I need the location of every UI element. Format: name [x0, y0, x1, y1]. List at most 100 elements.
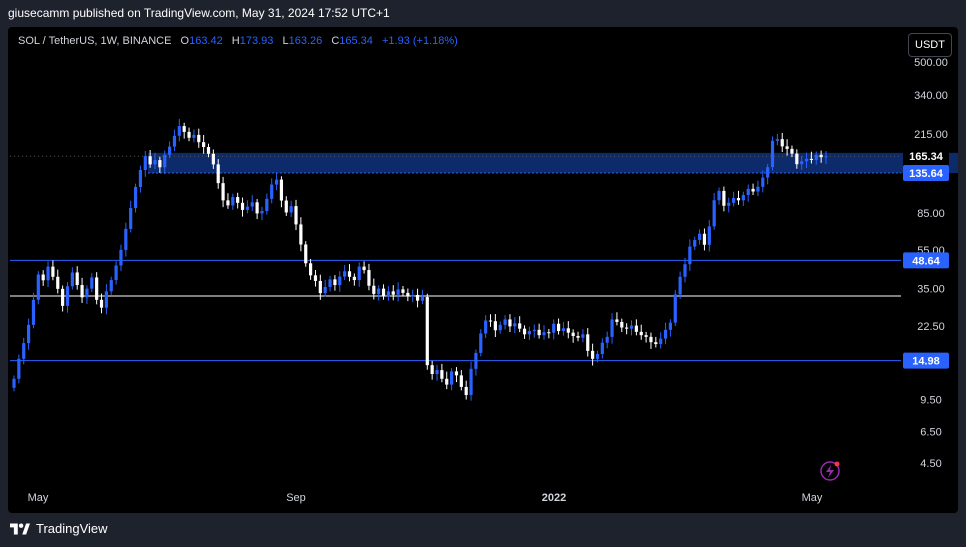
candle: [377, 285, 381, 301]
axes: 500.00 340.00 215.00 85.00 55.00 35.00 22.50 9.…: [28, 57, 948, 504]
candle-body: [274, 179, 279, 185]
candle: [668, 319, 673, 337]
candle: [639, 324, 643, 340]
candle-body: [221, 183, 225, 201]
candle-body: [756, 186, 760, 192]
candle-body: [766, 167, 770, 178]
candle-body: [600, 342, 604, 354]
candle: [328, 276, 332, 292]
currency-button[interactable]: USDT: [908, 33, 952, 57]
candle-body: [51, 266, 55, 277]
candle: [362, 261, 366, 274]
price-tag-2-label: 14.98: [912, 356, 940, 368]
high-value: 173.93: [239, 35, 274, 47]
candle-body: [75, 272, 79, 286]
candle-body: [80, 285, 84, 298]
candle: [265, 193, 269, 215]
candle-body: [95, 277, 99, 300]
candle-body: [22, 343, 26, 359]
candle: [450, 368, 454, 391]
candle: [294, 199, 298, 231]
candle-body: [785, 146, 789, 149]
lightning-icon: [820, 461, 840, 481]
candle: [469, 361, 473, 401]
lightning-icon-dot: [834, 461, 840, 467]
candle-body: [381, 288, 386, 297]
candle: [605, 331, 609, 349]
candle-body: [518, 323, 522, 329]
candle-body: [304, 244, 308, 264]
candle: [279, 176, 284, 208]
candle-body: [484, 320, 488, 334]
candle: [22, 337, 26, 365]
candle: [756, 180, 760, 197]
candle-body: [284, 200, 288, 213]
candle: [323, 279, 327, 297]
candle: [114, 261, 118, 285]
candle-body: [17, 358, 21, 379]
candle: [693, 236, 697, 251]
candle: [99, 293, 104, 314]
candle-body: [537, 329, 541, 336]
candle: [561, 322, 566, 336]
candle: [187, 127, 191, 142]
candle: [474, 349, 478, 376]
candle-body: [659, 338, 663, 345]
lightning-icon-ring: [820, 461, 840, 481]
candle-body: [804, 158, 809, 162]
candle: [153, 152, 157, 169]
candle: [17, 354, 21, 384]
candle-body: [172, 135, 177, 147]
low-value: 163.26: [288, 35, 323, 47]
candle-body: [245, 206, 249, 210]
candle-body: [615, 319, 619, 322]
x-tick-label: May: [802, 492, 823, 504]
low-label: L: [282, 35, 289, 47]
candle: [381, 284, 386, 300]
candle: [751, 183, 755, 195]
candle: [488, 314, 493, 327]
candle: [581, 329, 585, 343]
candle-body: [391, 291, 395, 295]
candle: [65, 281, 70, 313]
candle-body: [780, 139, 784, 147]
candle-body: [586, 334, 590, 351]
candle-body: [240, 202, 245, 210]
candle-body: [654, 342, 658, 345]
candle: [741, 191, 745, 206]
candle-body: [751, 188, 755, 192]
candle: [211, 149, 215, 169]
y-tick-label: 340.00: [914, 90, 948, 102]
chart-panel[interactable]: 500.00 340.00 215.00 85.00 55.00 35.00 22.50 9.…: [8, 27, 958, 513]
tradingview-logo[interactable]: TradingView: [10, 521, 108, 536]
supply-zone-rect: [148, 152, 958, 174]
candle: [75, 266, 79, 290]
candle: [46, 261, 50, 287]
candle-body: [187, 131, 191, 138]
candle: [586, 328, 590, 357]
candle: [556, 318, 561, 335]
candle: [600, 338, 604, 359]
candle: [41, 270, 45, 286]
candle: [226, 193, 230, 209]
candle-body: [693, 239, 697, 247]
candle-body: [571, 332, 575, 337]
candle: [197, 128, 201, 148]
candle: [547, 328, 551, 339]
candle-body: [114, 265, 118, 281]
price-chart[interactable]: 500.00 340.00 215.00 85.00 55.00 35.00 22.50 9.…: [8, 27, 958, 513]
candle: [245, 200, 249, 214]
candle: [712, 193, 716, 230]
candle-body: [498, 324, 502, 331]
candle-body: [634, 325, 638, 332]
x-tick-label: Sep: [286, 492, 306, 504]
candle-body: [625, 327, 629, 329]
price-tag-0-bg: [903, 165, 949, 182]
y-tick-label: 85.00: [917, 208, 945, 220]
candle: [109, 276, 113, 295]
candle: [727, 197, 731, 213]
candle-body: [697, 233, 702, 240]
candle: [70, 267, 74, 290]
candle: [503, 315, 507, 330]
